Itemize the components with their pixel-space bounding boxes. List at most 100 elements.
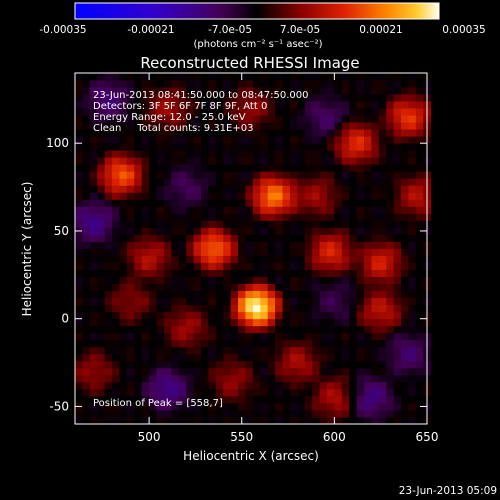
heatmap-cell — [89, 360, 98, 369]
heatmap-cell — [364, 206, 372, 214]
heatmap-cell — [282, 80, 291, 88]
heatmap-cell — [238, 248, 246, 256]
heatmap-cell — [149, 325, 157, 334]
heatmap-cell — [401, 87, 409, 95]
heatmap-cell — [401, 150, 409, 158]
heatmap-cell — [289, 73, 298, 81]
heatmap-cell — [163, 164, 172, 172]
heatmap-cell — [238, 115, 246, 123]
heatmap-cell — [245, 388, 254, 397]
heatmap-cell — [386, 367, 395, 376]
heatmap-cell — [319, 262, 328, 270]
heatmap-cell — [393, 402, 402, 411]
heatmap-cell — [149, 381, 157, 390]
annotation-time-range: 23-Jun-2013 08:41:50.000 to 08:47:50.000 — [93, 90, 309, 101]
heatmap-cell — [371, 150, 380, 158]
heatmap-cell — [408, 374, 417, 383]
heatmap-cell — [393, 206, 402, 214]
heatmap-cell — [208, 304, 217, 313]
heatmap-cell — [260, 108, 269, 116]
heatmap-cell — [156, 206, 165, 214]
heatmap-cell — [297, 73, 306, 81]
heatmap-cell — [200, 157, 209, 165]
heatmap-cell — [341, 262, 350, 270]
heatmap-cell — [289, 150, 298, 158]
heatmap-cell — [312, 283, 320, 292]
heatmap-cell — [112, 73, 120, 81]
heatmap-cell — [319, 311, 328, 320]
heatmap-cell — [334, 311, 343, 320]
y-axis-label: Heliocentric Y (arcsec) — [20, 182, 34, 317]
heatmap-cell — [186, 108, 194, 116]
heatmap-cell — [252, 94, 261, 102]
heatmap-cell — [215, 325, 224, 334]
heatmap-cell — [245, 290, 254, 299]
heatmap-cell — [215, 283, 224, 292]
heatmap-cell — [89, 311, 98, 320]
heatmap-cell — [401, 297, 409, 306]
heatmap-cell — [134, 262, 143, 270]
heatmap-cell — [238, 227, 246, 235]
heatmap-cell — [401, 311, 409, 320]
heatmap-cell — [267, 136, 276, 144]
heatmap-cell — [289, 283, 298, 292]
heatmap-cell — [89, 157, 98, 165]
heatmap-cell — [267, 332, 276, 341]
heatmap-cell — [215, 199, 224, 207]
heatmap-cell — [312, 157, 320, 165]
heatmap-cell — [312, 164, 320, 172]
heatmap-cell — [319, 346, 328, 355]
heatmap-cell — [200, 108, 209, 116]
heatmap-cell — [289, 241, 298, 249]
heatmap-cell — [82, 115, 91, 123]
heatmap-cell — [415, 297, 424, 306]
heatmap-cell — [126, 171, 135, 179]
heatmap-cell — [104, 325, 113, 334]
heatmap-cell — [223, 192, 232, 200]
heatmap-cell — [319, 283, 328, 292]
heatmap-cell — [378, 374, 387, 383]
heatmap-cell — [178, 381, 187, 390]
heatmap-cell — [230, 136, 239, 144]
heatmap-cell — [82, 367, 91, 376]
heatmap-cell — [119, 199, 128, 207]
heatmap-cell — [112, 108, 120, 116]
heatmap-cell — [223, 325, 232, 334]
heatmap-cell — [223, 409, 232, 418]
heatmap-cell — [230, 304, 239, 313]
heatmap-cell — [326, 87, 335, 95]
heatmap-cell — [356, 241, 365, 249]
heatmap-cell — [193, 311, 202, 320]
heatmap-cell — [371, 227, 380, 235]
heatmap-cell — [408, 241, 417, 249]
heatmap-cell — [282, 192, 291, 200]
heatmap-cell — [349, 199, 357, 207]
x-tick-label: 650 — [416, 430, 439, 444]
heatmap-cell — [267, 199, 276, 207]
heatmap-cell — [401, 101, 409, 109]
heatmap-cell — [349, 73, 357, 81]
heatmap-cell — [193, 80, 202, 88]
heatmap-cell — [119, 241, 128, 249]
heatmap-cell — [141, 248, 150, 256]
heatmap-cell — [386, 318, 395, 327]
heatmap-cell — [275, 199, 283, 207]
heatmap-cell — [252, 409, 261, 418]
heatmap-cell — [215, 318, 224, 327]
heatmap-cell — [408, 318, 417, 327]
y-tick-label: 50 — [54, 224, 69, 238]
heatmap-cell — [208, 108, 217, 116]
heatmap-cell — [230, 262, 239, 270]
heatmap-cell — [260, 150, 269, 158]
heatmap-cell — [134, 101, 143, 109]
heatmap-cell — [193, 227, 202, 235]
heatmap-cell — [356, 73, 365, 81]
heatmap-cell — [97, 360, 106, 369]
heatmap-cell — [252, 220, 261, 228]
heatmap-cell — [304, 360, 313, 369]
heatmap-cell — [163, 220, 172, 228]
heatmap-cell — [282, 374, 291, 383]
heatmap-cell — [275, 283, 283, 292]
heatmap-cell — [393, 136, 402, 144]
heatmap-cell — [401, 402, 409, 411]
